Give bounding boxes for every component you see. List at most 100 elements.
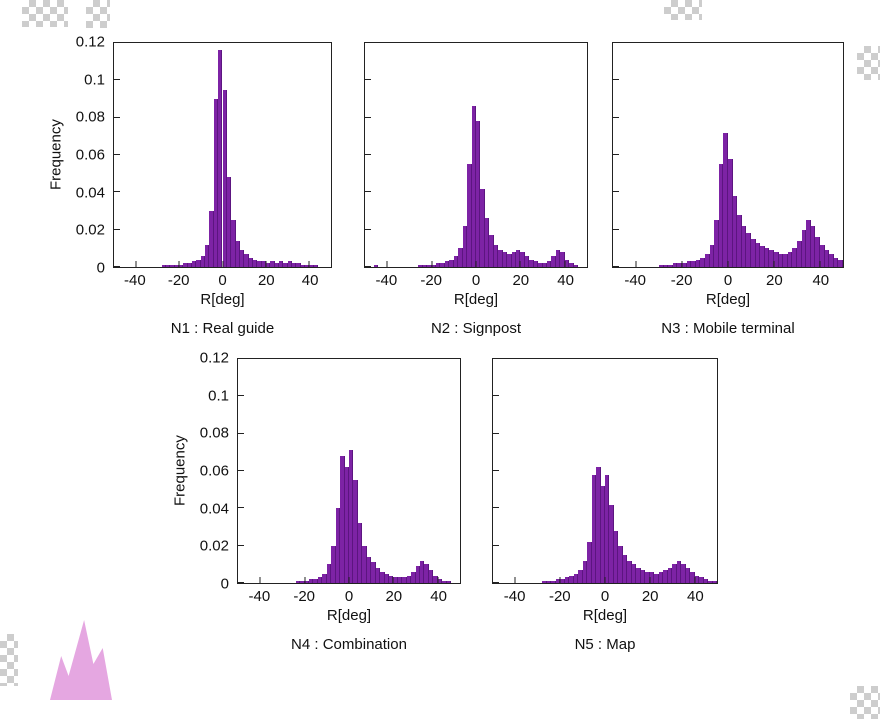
y-tick-mark	[365, 228, 371, 230]
plot-caption: N1 : Real guide	[170, 320, 275, 337]
x-tick-label: 40	[557, 272, 574, 289]
histogram-bar	[209, 211, 214, 267]
y-tick-label: 0	[96, 259, 105, 277]
y-tick-mark	[493, 358, 499, 359]
y-tick-mark	[613, 266, 619, 267]
histogram-bar	[703, 579, 709, 583]
histogram-bar	[213, 99, 219, 267]
histogram-bar	[560, 252, 565, 267]
x-tick-label: 40	[687, 588, 704, 605]
histogram-bar	[741, 225, 747, 267]
histogram-bar	[700, 257, 705, 267]
histogram-bar	[418, 265, 423, 267]
histogram-bar	[205, 244, 210, 267]
histogram-bar	[415, 566, 421, 583]
histogram-n1-real-guide: Frequency 0 0.02 0.04 0.06 0.08 0.1 0.12 -40 -2…	[48, 34, 332, 337]
histogram-bar	[313, 265, 318, 267]
x-tick-label: -40	[503, 588, 526, 605]
y-tick-mark	[114, 42, 120, 43]
histogram-bar	[520, 252, 525, 267]
histogram-bar	[166, 265, 171, 267]
histogram-bar	[640, 569, 646, 583]
histogram-bar	[446, 581, 452, 583]
histogram-bar	[344, 467, 349, 583]
y-tick-mark	[365, 116, 371, 118]
histogram-bar	[810, 225, 816, 267]
x-tick-mark	[222, 261, 223, 267]
histogram-bar	[296, 263, 301, 267]
histogram-bar	[462, 225, 468, 267]
x-tick-labels: -40 -20 0 20 40	[492, 588, 718, 606]
histogram-bar	[658, 571, 664, 583]
x-tick-label: -20	[670, 272, 693, 289]
x-tick-label: 0	[723, 272, 733, 289]
y-tick-label: 0.12	[75, 33, 105, 51]
y-tick-mark	[114, 154, 120, 155]
histogram-bar	[239, 250, 245, 267]
histogram-bar	[493, 244, 499, 267]
histogram-bar	[591, 474, 597, 583]
histogram-bar	[349, 450, 354, 583]
histogram-bar	[384, 573, 389, 583]
plot-box	[492, 358, 718, 584]
histogram-bar	[569, 263, 574, 267]
histogram-bar	[335, 508, 341, 583]
plot-box	[364, 42, 588, 268]
histogram-bar	[755, 242, 761, 267]
x-axis-label: R[deg]	[200, 291, 245, 308]
y-tick-mark	[365, 191, 371, 193]
histogram-bar	[555, 579, 561, 583]
y-tick-mark	[365, 154, 371, 155]
histogram-bar	[467, 164, 472, 267]
histogram-bar	[380, 571, 385, 583]
plot-caption: N5 : Map	[574, 636, 636, 653]
histogram-bar	[838, 259, 843, 267]
transparency-checker-artifact	[664, 0, 702, 20]
histogram-bar	[397, 577, 403, 583]
x-tick-mark	[135, 261, 137, 267]
x-tick-mark	[564, 261, 566, 267]
x-tick-mark	[635, 261, 637, 267]
y-tick-labels: 0 0.02 0.04 0.06 0.08 0.1 0.12	[179, 350, 229, 593]
histogram-bar	[546, 581, 552, 583]
x-tick-label: 20	[257, 272, 275, 289]
x-tick-mark	[304, 577, 306, 583]
histogram-bar	[244, 253, 249, 267]
histogram-bar	[806, 220, 811, 267]
x-tick-labels: -40 -20 0 20 40	[113, 272, 332, 290]
histogram-bar	[627, 560, 632, 583]
y-tick-mark	[114, 228, 120, 230]
y-tick-mark	[238, 470, 244, 471]
histogram-bar	[774, 252, 779, 267]
histogram-bar	[174, 265, 180, 267]
plot-caption: N3 : Mobile terminal	[661, 320, 795, 337]
y-tick-label: 0.12	[199, 349, 229, 367]
histogram-bar	[357, 523, 363, 583]
x-tick-labels: -40 -20 0 20 40	[612, 272, 844, 290]
histogram-bar	[265, 263, 271, 267]
x-tick-labels: -40 -20 0 20 40	[237, 588, 461, 606]
x-axis-label: R[deg]	[705, 291, 751, 308]
y-tick-mark	[114, 79, 120, 81]
y-tick-mark	[238, 544, 244, 546]
histogram-bar	[300, 265, 305, 267]
histogram-bar	[304, 581, 310, 583]
histogram-bar	[218, 50, 223, 267]
x-tick-mark	[475, 261, 477, 267]
y-tick-mark	[613, 116, 619, 118]
histogram-bar	[682, 263, 687, 267]
x-tick-mark	[514, 577, 516, 583]
histogram-bar	[820, 244, 825, 267]
histogram-bar	[600, 485, 605, 583]
plot-caption: N4 : Combination	[291, 636, 407, 653]
histogram-bar	[442, 581, 447, 583]
x-tick-label: 20	[766, 272, 783, 289]
y-tick-mark	[493, 395, 499, 397]
histogram-bar	[511, 252, 516, 267]
y-tick-label: 0.02	[199, 537, 229, 555]
y-tick-label: 0.1	[84, 71, 105, 89]
histogram-bar	[712, 581, 717, 583]
x-tick-mark	[773, 261, 775, 267]
histogram-bar	[515, 250, 521, 267]
histogram-bar	[573, 573, 579, 583]
